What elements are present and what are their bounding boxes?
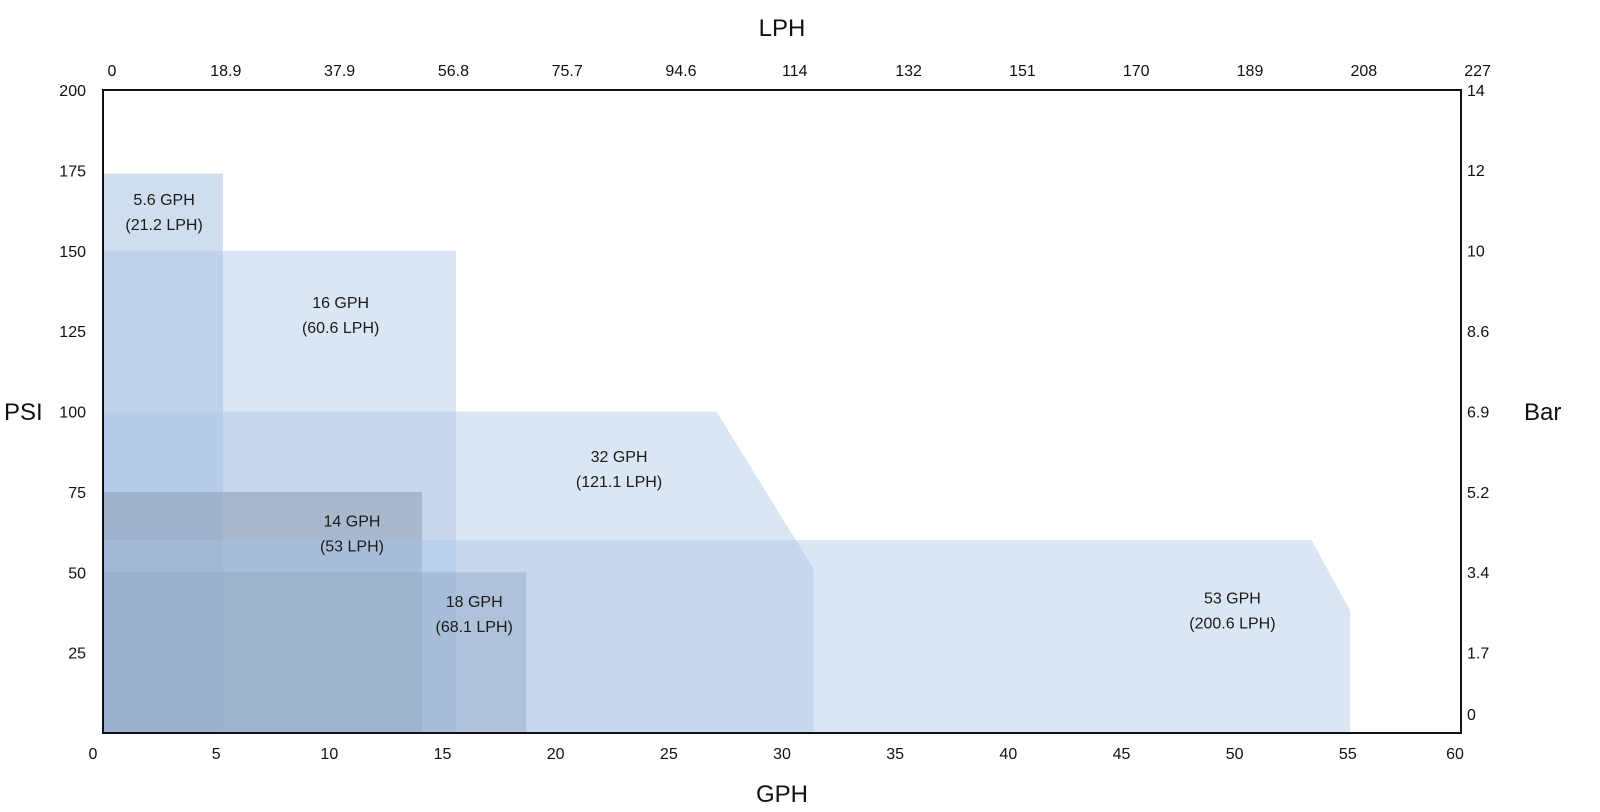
top-axis-title: LPH — [759, 15, 806, 42]
region-label-flow: 14 GPH — [324, 513, 381, 530]
regions-layer — [103, 173, 1351, 734]
region-2 — [103, 250, 457, 734]
left-tick-label: 175 — [59, 163, 86, 180]
bottom-tick-label: 30 — [773, 746, 791, 763]
bottom-tick-label: 40 — [999, 746, 1017, 763]
bottom-tick-label: 25 — [660, 746, 678, 763]
bottom-tick-label: 45 — [1113, 746, 1131, 763]
right-tick-label: 0 — [1467, 707, 1476, 724]
left-tick-label: 50 — [68, 565, 86, 582]
top-tick-label: 94.6 — [665, 63, 696, 80]
region-label-flow: 53 GPH — [1204, 591, 1261, 608]
region-label-flow-metric: (21.2 LPH) — [125, 217, 202, 234]
region-label-flow-metric: (200.6 LPH) — [1189, 616, 1275, 633]
region-label-flow-metric: (68.1 LPH) — [435, 619, 512, 636]
left-tick-label: 200 — [59, 83, 86, 100]
bottom-tick-label: 0 — [89, 746, 98, 763]
bottom-tick-label: 20 — [547, 746, 565, 763]
region-5 — [103, 572, 527, 733]
right-tick-label: 10 — [1467, 244, 1485, 261]
ticks-layer: 0 5 10 15 20 25 30 35 40 45 50 55 60 0 18.9 37.9 56.8 75.… — [59, 63, 1491, 763]
bottom-tick-label: 50 — [1226, 746, 1244, 763]
top-tick-label: 208 — [1350, 63, 1377, 80]
top-tick-label: 114 — [782, 63, 808, 80]
bottom-tick-label: 10 — [320, 746, 338, 763]
right-tick-label: 5.2 — [1467, 485, 1489, 502]
top-tick-label: 37.9 — [324, 63, 355, 80]
left-tick-label: 125 — [59, 324, 86, 341]
right-tick-label: 12 — [1467, 163, 1485, 180]
plot-frame — [102, 89, 1462, 734]
right-tick-label: 6.9 — [1467, 404, 1489, 421]
region-label-flow: 16 GPH — [312, 295, 369, 312]
region-3 — [103, 411, 814, 733]
bottom-tick-label: 35 — [886, 746, 904, 763]
region-label-flow-metric: (60.6 LPH) — [302, 320, 379, 337]
top-tick-label: 151 — [1009, 63, 1036, 80]
right-tick-label: 8.6 — [1467, 324, 1489, 341]
top-tick-label: 132 — [895, 63, 922, 80]
right-tick-label: 14 — [1467, 83, 1485, 100]
bottom-tick-label: 60 — [1446, 746, 1464, 763]
left-tick-label: 75 — [68, 485, 86, 502]
right-tick-label: 3.4 — [1467, 565, 1489, 582]
top-tick-label: 189 — [1237, 63, 1264, 80]
region-label-flow: 18 GPH — [446, 594, 503, 611]
region-6 — [103, 540, 1351, 733]
bottom-axis-title: GPH — [756, 781, 808, 808]
region-label-flow-metric: (53 LPH) — [320, 538, 384, 555]
region-4 — [103, 491, 423, 733]
top-tick-label: 56.8 — [438, 63, 469, 80]
top-tick-label: 227 — [1464, 63, 1491, 80]
region-label-flow-metric: (121.1 LPH) — [576, 474, 662, 491]
top-tick-label: 18.9 — [210, 63, 241, 80]
region-label-flow: 32 GPH — [591, 449, 648, 466]
left-tick-label: 100 — [59, 405, 86, 422]
left-tick-label: 25 — [68, 646, 86, 663]
bottom-tick-label: 55 — [1339, 746, 1357, 763]
top-tick-label: 75.7 — [552, 63, 583, 80]
left-axis-title: PSI — [4, 399, 43, 426]
bottom-tick-label: 5 — [212, 746, 221, 763]
region-1 — [103, 173, 223, 734]
top-tick-label: 0 — [108, 63, 117, 80]
top-tick-label: 170 — [1123, 63, 1150, 80]
right-axis-title: Bar — [1524, 399, 1561, 426]
left-tick-label: 150 — [59, 244, 86, 261]
region-labels-layer: 5.6 GPH (21.2 LPH) 16 GPH (60.6 LPH) 32 GPH (… — [125, 192, 1275, 636]
region-label-flow: 5.6 GPH — [133, 192, 194, 209]
right-tick-label: 1.7 — [1467, 646, 1489, 663]
bottom-tick-label: 15 — [434, 746, 452, 763]
